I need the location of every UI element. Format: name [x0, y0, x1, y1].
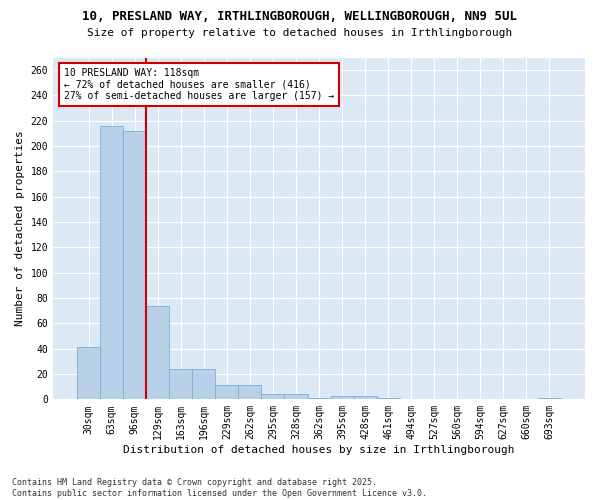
X-axis label: Distribution of detached houses by size in Irthlingborough: Distribution of detached houses by size … — [123, 445, 515, 455]
Bar — [377, 398, 400, 400]
Bar — [238, 386, 262, 400]
Text: Size of property relative to detached houses in Irthlingborough: Size of property relative to detached ho… — [88, 28, 512, 38]
Text: Contains HM Land Registry data © Crown copyright and database right 2025.
Contai: Contains HM Land Registry data © Crown c… — [12, 478, 427, 498]
Bar — [331, 396, 353, 400]
Bar — [77, 348, 100, 400]
Text: 10 PRESLAND WAY: 118sqm
← 72% of detached houses are smaller (416)
27% of semi-d: 10 PRESLAND WAY: 118sqm ← 72% of detache… — [64, 68, 334, 101]
Bar — [215, 386, 238, 400]
Bar — [262, 394, 284, 400]
Y-axis label: Number of detached properties: Number of detached properties — [15, 130, 25, 326]
Bar — [123, 131, 146, 400]
Bar — [146, 306, 169, 400]
Bar — [169, 369, 193, 400]
Bar — [538, 398, 561, 400]
Bar — [193, 369, 215, 400]
Bar — [284, 394, 308, 400]
Bar — [353, 396, 377, 400]
Bar — [308, 398, 331, 400]
Text: 10, PRESLAND WAY, IRTHLINGBOROUGH, WELLINGBOROUGH, NN9 5UL: 10, PRESLAND WAY, IRTHLINGBOROUGH, WELLI… — [83, 10, 517, 23]
Bar — [100, 126, 123, 400]
